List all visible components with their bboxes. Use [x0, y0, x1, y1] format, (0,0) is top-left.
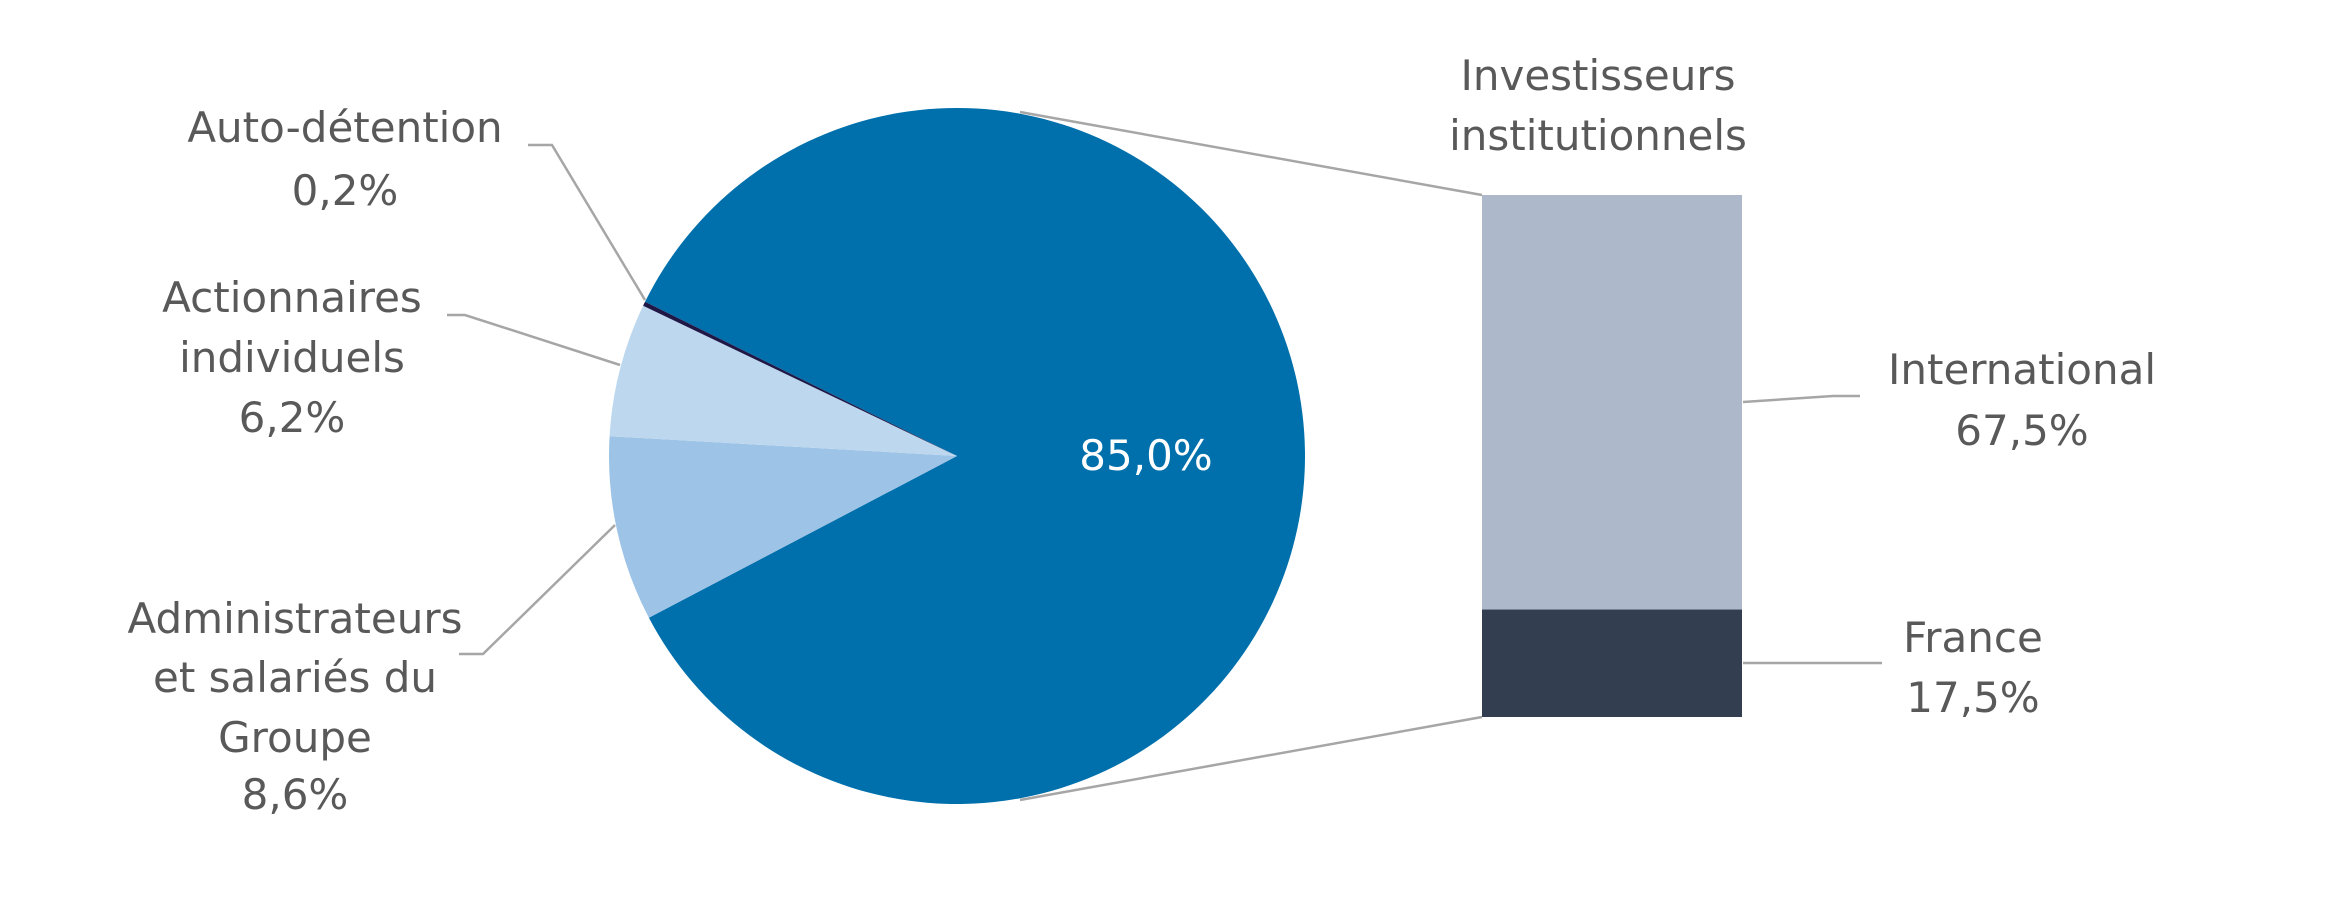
label-international: International	[1888, 345, 2156, 394]
connector-line-top	[1019, 110, 1483, 197]
leader-line-international	[1742, 394, 1860, 404]
label-auto-detention: Auto-détention	[187, 103, 502, 152]
value-auto-detention: 0,2%	[292, 166, 399, 215]
bar-segment-international	[1482, 195, 1742, 610]
label-administrateurs-3: Groupe	[218, 713, 372, 762]
bar-title-2: institutionnels	[1449, 111, 1747, 160]
label-administrateurs-2: et salariés du	[153, 653, 437, 702]
pie-slice-1	[609, 436, 957, 618]
value-international: 67,5%	[1955, 406, 2088, 455]
pie-chart	[609, 107, 1305, 804]
pie-slice-3	[643, 301, 957, 456]
leader-line-actionnaires	[447, 313, 621, 367]
bar-segment-france	[1482, 609, 1742, 717]
leader-line-auto-detention	[528, 143, 647, 301]
value-actionnaires: 6,2%	[239, 393, 346, 442]
bar-title-1: Investisseurs	[1460, 51, 1735, 100]
value-france: 17,5%	[1906, 673, 2039, 722]
value-investisseurs: 85,0%	[1079, 431, 1212, 480]
label-actionnaires-1: Actionnaires	[162, 273, 422, 322]
stacked-bar	[1482, 195, 1742, 717]
leader-line-administrateurs	[459, 524, 616, 656]
value-administrateurs: 8,6%	[242, 770, 349, 819]
pie-slice-2	[609, 305, 957, 456]
pie-slice-0	[645, 107, 1305, 804]
label-france: France	[1903, 613, 2043, 662]
label-administrateurs-1: Administrateurs	[128, 594, 463, 643]
label-actionnaires-2: individuels	[179, 333, 405, 382]
connector-line-bottom	[1019, 715, 1483, 802]
